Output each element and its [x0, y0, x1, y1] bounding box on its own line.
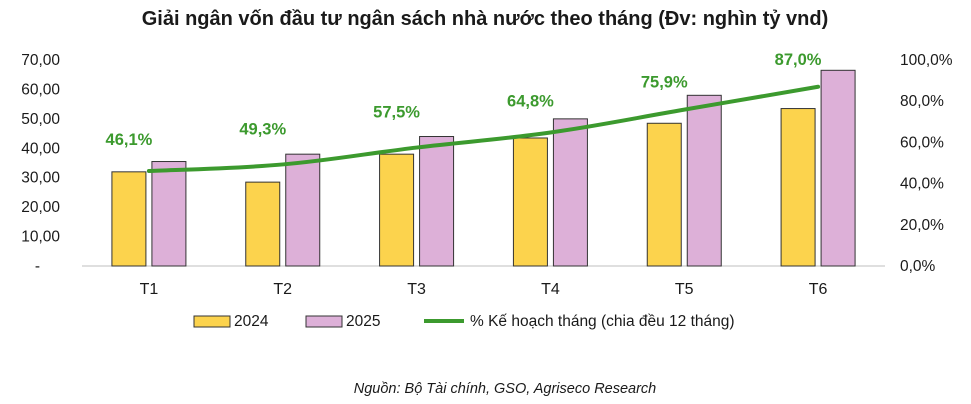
left-tick-label: 20,00: [21, 199, 60, 216]
bar-2024-T6: [780, 108, 816, 267]
right-tick-label: 40,0%: [900, 176, 944, 193]
category-label: T5: [675, 281, 694, 298]
left-tick-label: 30,00: [21, 170, 60, 187]
chart-title: Giải ngân vốn đầu tư ngân sách nhà nước …: [142, 8, 829, 30]
bar-2025-T5: [686, 94, 722, 267]
bar-2024-T5: [646, 122, 682, 267]
left-tick-label: 60,00: [21, 81, 60, 98]
bar-2025-T2: [285, 153, 321, 267]
line-data-label: 46,1%: [106, 131, 153, 149]
bar-2024-T1: [111, 171, 147, 267]
category-label: T6: [809, 281, 828, 298]
legend-label: % Kế hoạch tháng (chia đều 12 tháng): [470, 313, 735, 330]
category-label: T3: [407, 281, 426, 298]
left-tick-label: 50,00: [21, 111, 60, 128]
source-note: Nguồn: Bộ Tài chính, GSO, Agriseco Resea…: [354, 381, 657, 397]
bar-2025-T6: [820, 69, 856, 267]
right-tick-label: 80,0%: [900, 93, 944, 110]
left-axis: - 10,00 20,00 30,00 40,00 50,00 60,00 70,00: [21, 52, 60, 275]
bar-2024-T2: [245, 181, 281, 267]
right-tick-label: 100,0%: [900, 52, 953, 69]
bar-2024-T4: [512, 137, 548, 267]
bar-2025-T4: [552, 118, 588, 267]
right-tick-label: 60,0%: [900, 134, 944, 151]
category-label: T1: [140, 281, 159, 298]
legend-swatch-2025: [305, 315, 343, 328]
line-data-label: 87,0%: [775, 51, 822, 69]
right-axis: 0,0% 20,0% 40,0% 60,0% 80,0% 100,0%: [900, 52, 953, 275]
bar-2025-T3: [419, 136, 455, 267]
line-data-label: 75,9%: [641, 74, 688, 92]
right-tick-label: 0,0%: [900, 258, 936, 275]
series-line-plan-percent: [146, 84, 821, 174]
left-tick-label: -: [35, 258, 40, 275]
line-data-label: 64,8%: [507, 93, 554, 111]
right-tick-label: 20,0%: [900, 217, 944, 234]
category-label: T4: [541, 281, 560, 298]
legend-label: 2024: [234, 313, 269, 330]
left-tick-label: 40,00: [21, 140, 60, 157]
line-data-label: 49,3%: [239, 120, 286, 138]
category-label: T2: [273, 281, 292, 298]
legend-swatch-2024: [193, 315, 231, 328]
left-tick-label: 10,00: [21, 229, 60, 246]
line-data-label: 57,5%: [373, 104, 420, 122]
legend: 2024 2025 % Kế hoạch tháng (chia đều 12 th…: [193, 313, 735, 330]
bar-2024-T3: [379, 153, 415, 267]
bar-2025-T1: [151, 161, 187, 267]
data-labels: 46,1% 49,3% 57,5% 64,8% 75,9% 87,0%: [106, 51, 822, 149]
bars: [111, 69, 856, 267]
left-tick-label: 70,00: [21, 52, 60, 69]
category-labels: T1 T2 T3 T4 T5 T6: [140, 281, 828, 298]
legend-label: 2025: [346, 313, 380, 330]
